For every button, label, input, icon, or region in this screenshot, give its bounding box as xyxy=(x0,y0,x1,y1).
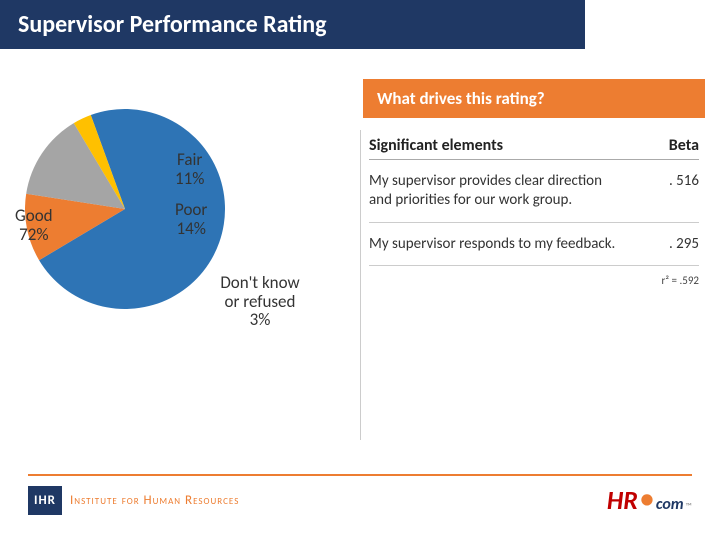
page-title: Supervisor Performance Rating xyxy=(18,10,567,39)
title-bar: Supervisor Performance Rating xyxy=(0,0,585,49)
cell-beta: . 295 xyxy=(639,235,699,254)
slice-label-poor: Poor14% xyxy=(175,201,207,238)
vertical-divider xyxy=(360,130,361,440)
slice-label-fair: Fair11% xyxy=(175,151,204,188)
table-row: My supervisor responds to my feedback. .… xyxy=(369,223,699,267)
footer: IHR Institute for Human Resources HR • c… xyxy=(0,470,720,530)
col-elements: Significant elements xyxy=(369,136,639,155)
cell-element: My supervisor responds to my feedback. xyxy=(369,235,639,254)
ihr-logo: IHR Institute for Human Resources xyxy=(28,486,239,515)
hr-logo-com: com xyxy=(656,495,684,514)
drives-heading: What drives this rating? xyxy=(363,79,705,118)
col-beta: Beta xyxy=(639,136,699,155)
table-header: Significant elements Beta xyxy=(369,136,699,160)
cell-beta: . 516 xyxy=(639,172,699,210)
ihr-text: Institute for Human Resources xyxy=(70,493,239,508)
pie-panel: Good72% Fair11% Poor14% Don't knowor ref… xyxy=(15,79,345,399)
table-row: My supervisor provides clear direction a… xyxy=(369,160,699,223)
r-squared-note: r² = .592 xyxy=(369,274,699,287)
slice-label-dontknow: Don't knowor refused3% xyxy=(200,274,320,330)
ihr-badge: IHR xyxy=(28,486,62,515)
hr-logo-text: HR xyxy=(607,484,638,516)
slice-label-good: Good72% xyxy=(15,207,53,244)
hrcom-logo: HR • com ™ xyxy=(607,484,692,516)
drivers-panel: What drives this rating? Significant ele… xyxy=(363,79,705,399)
significant-table: Significant elements Beta My supervisor … xyxy=(363,136,705,287)
hr-logo-tm: ™ xyxy=(686,501,692,512)
cell-element: My supervisor provides clear direction a… xyxy=(369,172,639,210)
